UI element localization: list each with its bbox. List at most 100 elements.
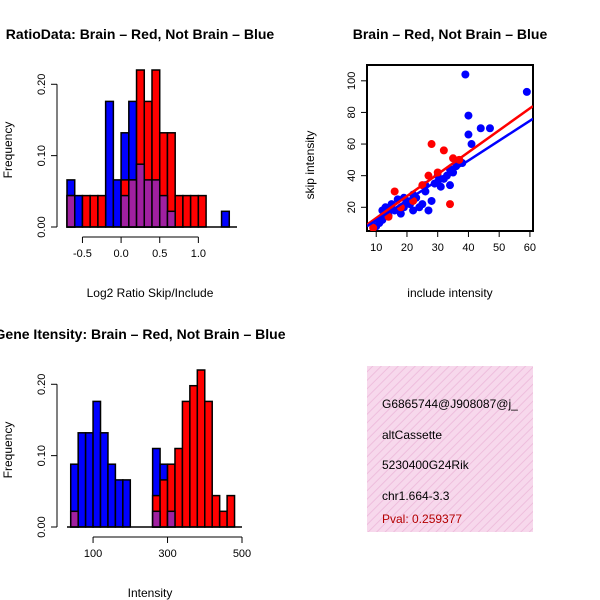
info-location: chr1.664-3.3 bbox=[382, 489, 450, 503]
intensity-histogram-bar-not-brain bbox=[107, 463, 117, 528]
scatter-point-not-brain bbox=[485, 124, 494, 133]
intensity-histogram-bar-brain bbox=[218, 510, 228, 528]
intensity-histogram-bar-brain bbox=[189, 384, 199, 528]
intensity-histogram-bar-not-brain bbox=[84, 432, 94, 528]
intensity-histogram-y-tick-label: 0.20 bbox=[36, 374, 48, 395]
scatter-point-not-brain bbox=[424, 206, 433, 215]
intensity-histogram-bar-brain bbox=[226, 494, 236, 528]
intensity-histogram-y-tick-label: 0.10 bbox=[36, 445, 48, 466]
ratio-histogram-x-tick-label: 0.0 bbox=[113, 248, 128, 260]
ratio-histogram-bar-not-brain bbox=[220, 210, 231, 228]
intensity-histogram-y-tick-label: 0.00 bbox=[36, 516, 48, 537]
ratio-histogram-x-tick-label: -0.5 bbox=[73, 248, 92, 260]
ratio-histogram-bar-overlap bbox=[143, 179, 153, 228]
scatter-point-not-brain bbox=[427, 196, 436, 205]
ratio-histogram: RatioData: Brain – Red, Not Brain – Blue… bbox=[1, 26, 274, 300]
intensity-histogram-bar-not-brain bbox=[99, 432, 109, 528]
intensity-histogram-bar-not-brain bbox=[77, 432, 87, 528]
intensity-histogram-title: Gene Itensity: Brain – Red, Not Brain – … bbox=[0, 326, 286, 342]
intensity-histogram-bars bbox=[67, 369, 242, 528]
info-pvalue: Pval: 0.259377 bbox=[382, 512, 462, 526]
intensity-histogram-bar-not-brain bbox=[122, 479, 132, 528]
intensity-histogram-axes: 100 300 500 0.00 0.10 0.20 bbox=[36, 374, 251, 560]
scatter-point-not-brain bbox=[409, 206, 418, 215]
ratio-histogram-bar-brain bbox=[97, 194, 107, 228]
ratio-histogram-axes: -0.5 0.0 0.5 1.0 0.00 0.10 0.20 bbox=[36, 74, 206, 260]
ratio-histogram-y-tick-label: 0.00 bbox=[36, 216, 48, 237]
scatter-point-not-brain bbox=[467, 140, 476, 149]
ratio-histogram-x-tick-label: 1.0 bbox=[191, 248, 206, 260]
scatter-point-brain bbox=[390, 187, 399, 196]
ratio-histogram-bar-brain bbox=[189, 194, 200, 228]
intensity-histogram-bar-not-brain bbox=[114, 479, 124, 528]
scatter-point-not-brain bbox=[476, 124, 485, 133]
ratio-histogram-bar-overlap bbox=[151, 179, 161, 228]
ratio-histogram-bar-not-brain bbox=[73, 194, 84, 228]
ratio-histogram-bar-overlap bbox=[158, 194, 169, 228]
intensity-histogram-bar-brain bbox=[204, 400, 213, 528]
intensity-histogram-bar-not-brain bbox=[92, 400, 102, 528]
ratio-histogram-bar-overlap bbox=[66, 194, 76, 228]
intensity-histogram: Gene Itensity: Brain – Red, Not Brain – … bbox=[0, 326, 286, 600]
scatter-point-brain bbox=[369, 223, 378, 231]
ratio-histogram-bar-overlap bbox=[128, 179, 138, 228]
intensity-scatter: Brain – Red, Not Brain – Blue include in… bbox=[303, 26, 547, 300]
scatter-point-brain bbox=[427, 140, 436, 149]
scatter-x-tick-label: 50 bbox=[493, 242, 505, 254]
ratio-histogram-bar-brain bbox=[174, 194, 184, 228]
ratio-histogram-bar-brain bbox=[182, 194, 192, 228]
ratio-histogram-bar-brain bbox=[89, 194, 99, 228]
scatter-axes: 10 20 30 40 50 60 20 40 60 80 100 bbox=[346, 72, 536, 254]
scatter-x-tick-label: 60 bbox=[524, 242, 536, 254]
scatter-point-brain bbox=[439, 146, 448, 155]
scatter-point-not-brain bbox=[396, 209, 405, 218]
ratio-histogram-bar-not-brain bbox=[112, 179, 122, 228]
ratio-histogram-bar-brain bbox=[81, 194, 91, 228]
ratio-histogram-bar-overlap bbox=[135, 163, 146, 228]
ratio-histogram-xlabel: Log2 Ratio Skip/Include bbox=[87, 286, 214, 300]
ratio-histogram-title: RatioData: Brain – Red, Not Brain – Blue bbox=[6, 26, 275, 42]
scatter-y-tick-label: 100 bbox=[346, 72, 358, 90]
ratio-histogram-bars bbox=[66, 69, 237, 228]
ratio-histogram-bar-brain bbox=[197, 194, 207, 228]
scatter-point-not-brain bbox=[446, 181, 454, 190]
scatter-point-brain bbox=[424, 171, 433, 180]
ratio-histogram-bar-overlap bbox=[166, 210, 176, 228]
intensity-histogram-bar-overlap bbox=[151, 510, 161, 528]
ratio-histogram-bar-not-brain bbox=[104, 100, 115, 228]
scatter-y-tick-label: 60 bbox=[346, 138, 358, 150]
intensity-histogram-xlabel: Intensity bbox=[128, 586, 173, 600]
ratio-histogram-bar-overlap bbox=[120, 194, 130, 228]
regression-line-not-brain bbox=[367, 117, 533, 228]
info-panel-background bbox=[367, 366, 533, 532]
ratio-histogram-y-tick-label: 0.20 bbox=[36, 74, 48, 95]
intensity-histogram-ylabel: Frequency bbox=[1, 422, 15, 479]
intensity-histogram-bar-brain bbox=[181, 400, 191, 528]
info-event-type: altCassette bbox=[382, 428, 442, 442]
scatter-regression-lines bbox=[367, 105, 533, 228]
intensity-histogram-bar-overlap bbox=[166, 510, 176, 528]
scatter-point-brain bbox=[446, 200, 454, 209]
intensity-histogram-x-tick-label: 300 bbox=[158, 548, 176, 560]
intensity-histogram-bar-brain bbox=[196, 369, 206, 528]
scatter-x-tick-label: 40 bbox=[462, 242, 474, 254]
intensity-histogram-bar-brain bbox=[174, 447, 184, 528]
scatter-point-not-brain bbox=[464, 130, 473, 139]
scatter-xlabel: include intensity bbox=[407, 286, 492, 300]
ratio-histogram-x-tick-label: 0.5 bbox=[152, 248, 167, 260]
ratio-histogram-y-tick-label: 0.10 bbox=[36, 145, 48, 166]
scatter-x-tick-label: 30 bbox=[432, 242, 444, 254]
info-event-id: G6865744@J908087@j_ bbox=[382, 397, 518, 411]
scatter-point-not-brain bbox=[418, 200, 427, 209]
intensity-histogram-x-tick-label: 500 bbox=[233, 548, 251, 560]
scatter-point-not-brain bbox=[464, 111, 473, 120]
scatter-points bbox=[369, 70, 531, 231]
scatter-y-tick-label: 80 bbox=[346, 106, 358, 118]
scatter-title: Brain – Red, Not Brain – Blue bbox=[353, 26, 548, 42]
ratio-histogram-ylabel: Frequency bbox=[1, 122, 15, 179]
scatter-ylabel: skip intensity bbox=[303, 131, 317, 200]
scatter-x-tick-label: 20 bbox=[401, 242, 413, 254]
intensity-histogram-bar-overlap bbox=[69, 510, 79, 528]
scatter-point-not-brain bbox=[522, 87, 531, 96]
